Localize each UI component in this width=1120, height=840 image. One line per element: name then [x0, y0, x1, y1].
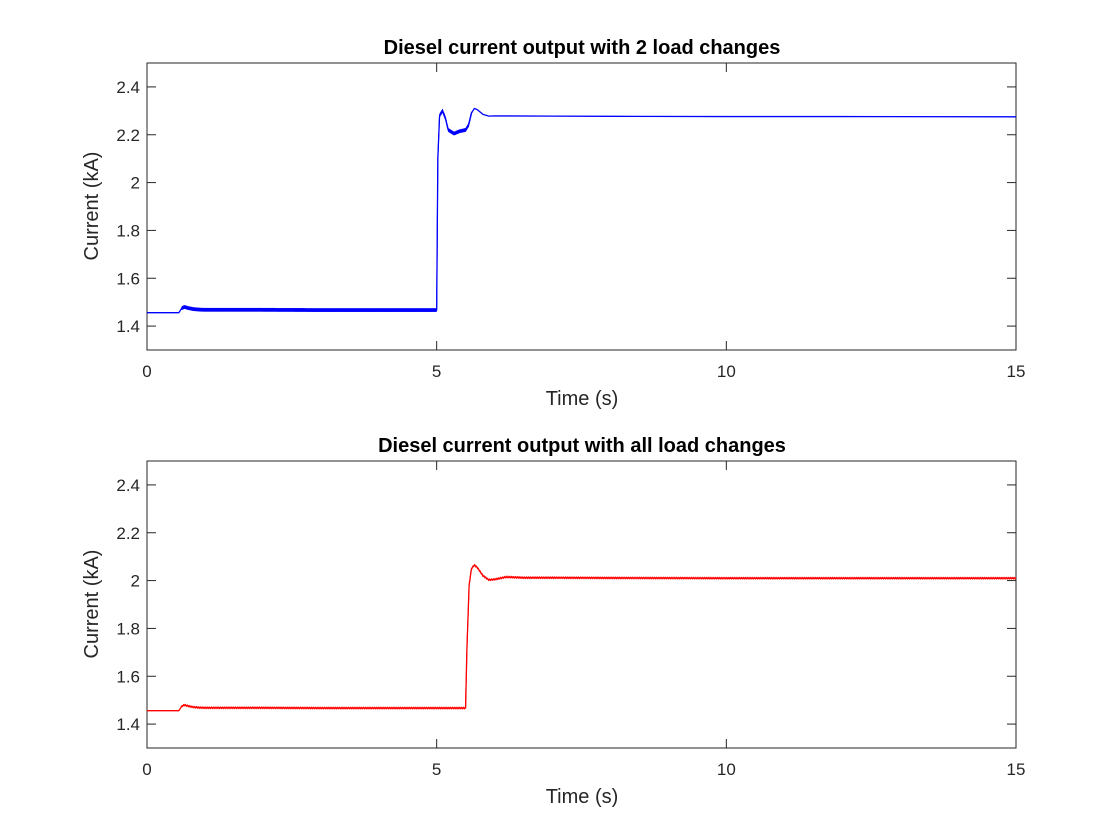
- y-tick-label: 2.2: [116, 126, 140, 145]
- y-tick-label: 2.2: [116, 524, 140, 543]
- y-tick-label: 1.6: [116, 269, 140, 288]
- subplot-bottom: Diesel current output with all load chan…: [81, 435, 1025, 808]
- tick-group: 0 5 10 15 1.4 1.6 1.8 2 2.2 2.4: [116, 63, 1025, 381]
- x-axis-label: Time (s): [546, 786, 619, 808]
- x-tick-label: 15: [1007, 362, 1026, 381]
- plot-area: [146, 62, 1017, 351]
- y-tick-label: 1.4: [116, 317, 140, 336]
- y-tick-label: 1.4: [116, 715, 140, 734]
- x-tick-label: 5: [432, 362, 441, 381]
- x-tick-label: 0: [142, 362, 151, 381]
- y-axis-label: Current (kA): [81, 152, 103, 261]
- y-tick-label: 2.4: [116, 476, 140, 495]
- y-tick-label: 2.4: [116, 78, 140, 97]
- series-group: [147, 107, 1017, 314]
- subplot-top: Diesel current output with 2 load change…: [81, 37, 1025, 410]
- tick-group: 0 5 10 15 1.4 1.6 1.8 2 2.2 2.4: [116, 461, 1025, 779]
- x-tick-label: 0: [142, 760, 151, 779]
- y-axis-label: Current (kA): [81, 550, 103, 659]
- x-tick-label: 5: [432, 760, 441, 779]
- y-tick-label: 1.8: [116, 619, 140, 638]
- y-tick-label: 2: [131, 572, 140, 591]
- y-tick-label: 1.8: [116, 221, 140, 240]
- series-group: [147, 563, 1017, 712]
- series-1-line: [147, 107, 1017, 314]
- x-axis-label: Time (s): [546, 388, 619, 410]
- y-tick-label: 1.6: [116, 667, 140, 686]
- y-tick-label: 2: [131, 174, 140, 193]
- series-1-oscillation: [181, 563, 1017, 710]
- x-tick-label: 15: [1007, 760, 1026, 779]
- chart-title: Diesel current output with all load chan…: [378, 435, 786, 457]
- series-1-line: [147, 564, 1016, 712]
- plot-area: [146, 460, 1017, 749]
- chart-title: Diesel current output with 2 load change…: [384, 37, 781, 59]
- series-1-oscillation: [181, 108, 472, 312]
- x-tick-label: 10: [717, 760, 736, 779]
- x-tick-label: 10: [717, 362, 736, 381]
